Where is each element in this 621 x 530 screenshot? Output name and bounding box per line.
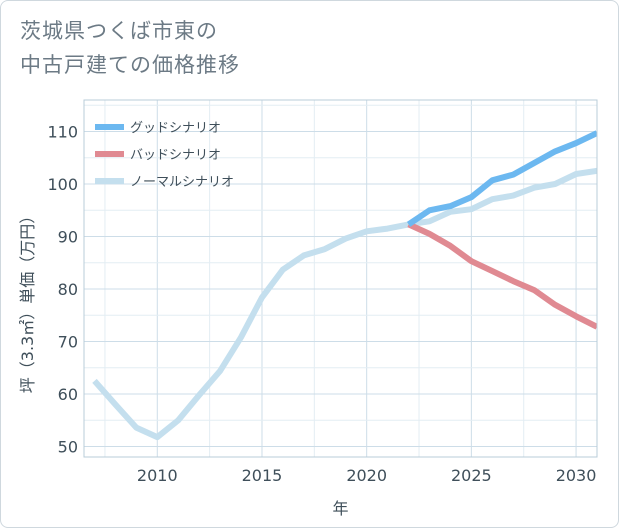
- plot-border: [83, 99, 598, 458]
- chart-title-line-2: 中古戸建ての価格推移: [20, 53, 240, 77]
- series-line-good: [406, 130, 597, 227]
- x-axis-label: 年: [332, 499, 348, 518]
- x-tick-label: 2020: [346, 466, 387, 485]
- y-tick-label: 50: [58, 438, 78, 457]
- axes: [83, 99, 598, 458]
- chart-title-line-1: 茨城県つくば市東の: [20, 19, 218, 43]
- x-tick-label: 2025: [451, 466, 492, 485]
- y-tick-label: 60: [58, 385, 78, 404]
- y-tick-label: 110: [47, 123, 78, 142]
- x-tick-label: 2015: [242, 466, 283, 485]
- series-lines: [92, 130, 597, 441]
- y-tick-label: 100: [47, 175, 78, 194]
- legend-label-good: グッドシナリオ: [130, 121, 221, 136]
- chart-title: 茨城県つくば市東の 中古戸建ての価格推移: [20, 14, 240, 82]
- x-tick-label: 2030: [556, 466, 597, 485]
- legend-label-bad: バッドシナリオ: [130, 148, 221, 163]
- grid-lines: [84, 100, 597, 457]
- y-tick-label: 90: [58, 228, 78, 247]
- legend-label-normal: ノーマルシナリオ: [130, 175, 234, 190]
- y-tick-label: 80: [58, 280, 78, 299]
- y-tick-label: 70: [58, 333, 78, 352]
- series-line-bad: [407, 221, 597, 330]
- series-line-normal: [92, 167, 597, 441]
- tick-labels: 2010 2015 2020 2025 2030 50 60 70 80 90 100 110: [47, 123, 596, 486]
- x-tick-label: 2010: [137, 466, 178, 485]
- y-axis-label: 坪（3.3㎡）単価（万円）: [18, 208, 37, 393]
